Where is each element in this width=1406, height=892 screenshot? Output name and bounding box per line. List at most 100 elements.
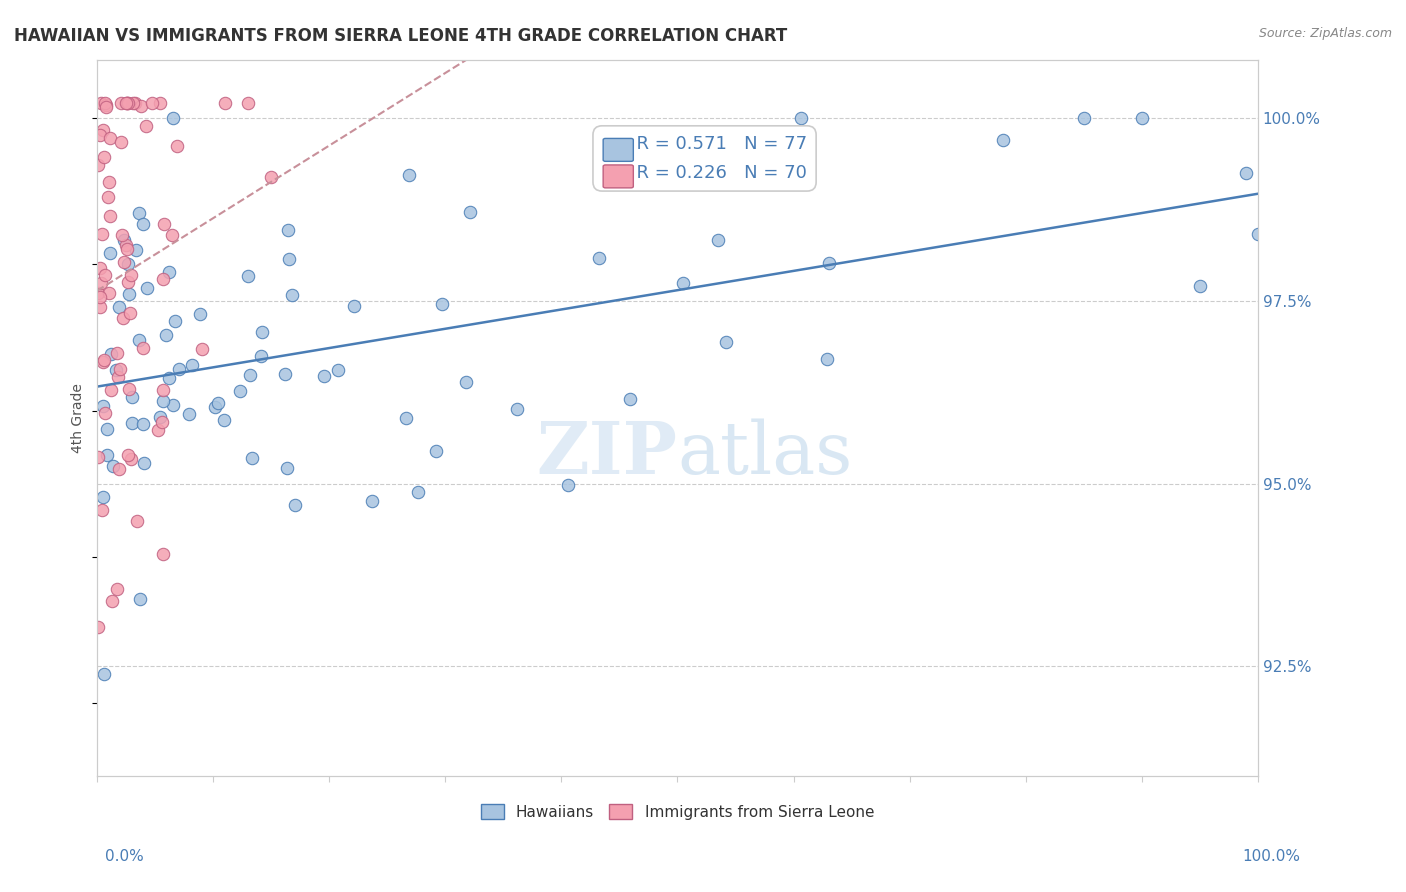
Hawaiians — [181, 359, 204, 373]
Hawaiians — [131, 417, 153, 431]
Hawaiians — [128, 333, 150, 347]
Hawaiians — [506, 401, 529, 416]
Hawaiians — [162, 111, 184, 125]
Immigrants from Sierra Leone — [260, 170, 283, 185]
Hawaiians — [312, 368, 335, 383]
Immigrants from Sierra Leone — [120, 268, 142, 283]
Immigrants from Sierra Leone — [122, 96, 145, 111]
Hawaiians — [105, 362, 128, 376]
Immigrants from Sierra Leone — [153, 217, 176, 231]
Hawaiians — [121, 416, 143, 430]
Immigrants from Sierra Leone — [94, 96, 117, 111]
Immigrants from Sierra Leone — [91, 503, 114, 517]
Hawaiians — [1073, 111, 1095, 125]
Immigrants from Sierra Leone — [118, 382, 141, 396]
Hawaiians — [121, 391, 143, 405]
Hawaiians — [815, 351, 838, 366]
Immigrants from Sierra Leone — [87, 450, 110, 464]
Immigrants from Sierra Leone — [117, 275, 139, 289]
Hawaiians — [343, 299, 366, 313]
Immigrants from Sierra Leone — [125, 514, 148, 528]
Immigrants from Sierra Leone — [146, 423, 169, 437]
Hawaiians — [454, 376, 477, 390]
Immigrants from Sierra Leone — [90, 96, 112, 111]
Hawaiians — [278, 252, 301, 266]
Hawaiians — [672, 276, 695, 290]
Immigrants from Sierra Leone — [150, 415, 173, 429]
FancyBboxPatch shape — [603, 165, 633, 188]
Hawaiians — [179, 407, 201, 421]
Hawaiians — [98, 245, 121, 260]
Hawaiians — [107, 300, 129, 314]
Immigrants from Sierra Leone — [108, 362, 131, 376]
Immigrants from Sierra Leone — [89, 290, 111, 304]
Hawaiians — [165, 314, 187, 328]
Hawaiians — [103, 459, 125, 474]
Hawaiians — [398, 168, 420, 182]
Hawaiians — [1234, 166, 1257, 180]
Hawaiians — [790, 111, 813, 125]
Hawaiians — [326, 363, 349, 377]
Hawaiians — [276, 461, 298, 475]
Immigrants from Sierra Leone — [91, 227, 114, 241]
Immigrants from Sierra Leone — [129, 99, 152, 113]
Immigrants from Sierra Leone — [118, 306, 141, 320]
Text: 100.0%: 100.0% — [1243, 849, 1301, 863]
Hawaiians — [132, 456, 155, 470]
Hawaiians — [229, 384, 252, 398]
Hawaiians — [460, 204, 482, 219]
Immigrants from Sierra Leone — [94, 406, 117, 420]
Hawaiians — [157, 371, 180, 385]
Immigrants from Sierra Leone — [100, 594, 122, 608]
Text: atlas: atlas — [678, 418, 853, 489]
Immigrants from Sierra Leone — [105, 582, 128, 597]
Text: ZIP: ZIP — [537, 418, 678, 489]
Immigrants from Sierra Leone — [110, 96, 132, 111]
Immigrants from Sierra Leone — [93, 352, 115, 367]
Immigrants from Sierra Leone — [98, 130, 121, 145]
Hawaiians — [96, 422, 118, 436]
Immigrants from Sierra Leone — [90, 276, 112, 290]
Hawaiians — [169, 362, 191, 376]
Text: 0.0%: 0.0% — [105, 849, 145, 863]
Immigrants from Sierra Leone — [91, 123, 114, 137]
Hawaiians — [112, 233, 135, 247]
Legend: Hawaiians, Immigrants from Sierra Leone: Hawaiians, Immigrants from Sierra Leone — [475, 797, 880, 826]
Immigrants from Sierra Leone — [115, 96, 138, 111]
Hawaiians — [557, 478, 579, 492]
Hawaiians — [236, 268, 259, 283]
Text: HAWAIIAN VS IMMIGRANTS FROM SIERRA LEONE 4TH GRADE CORRELATION CHART: HAWAIIAN VS IMMIGRANTS FROM SIERRA LEONE… — [14, 27, 787, 45]
Immigrants from Sierra Leone — [166, 139, 188, 153]
Immigrants from Sierra Leone — [152, 272, 174, 286]
Immigrants from Sierra Leone — [111, 227, 134, 242]
Immigrants from Sierra Leone — [214, 96, 236, 111]
Immigrants from Sierra Leone — [141, 96, 163, 111]
Immigrants from Sierra Leone — [111, 310, 134, 325]
Hawaiians — [361, 494, 384, 508]
Immigrants from Sierra Leone — [105, 345, 128, 359]
Hawaiians — [249, 349, 271, 363]
Hawaiians — [207, 396, 229, 410]
Hawaiians — [1130, 111, 1153, 125]
Hawaiians — [132, 217, 155, 231]
Immigrants from Sierra Leone — [117, 96, 139, 111]
Immigrants from Sierra Leone — [115, 96, 138, 111]
Immigrants from Sierra Leone — [97, 190, 120, 204]
Immigrants from Sierra Leone — [236, 96, 259, 111]
Hawaiians — [135, 281, 157, 295]
Hawaiians — [204, 400, 226, 414]
Immigrants from Sierra Leone — [87, 285, 110, 300]
Hawaiians — [157, 265, 180, 279]
Hawaiians — [818, 256, 841, 270]
Immigrants from Sierra Leone — [117, 448, 139, 462]
Hawaiians — [117, 257, 139, 271]
Immigrants from Sierra Leone — [152, 547, 174, 561]
Hawaiians — [277, 223, 299, 237]
Text: Source: ZipAtlas.com: Source: ZipAtlas.com — [1258, 27, 1392, 40]
Hawaiians — [128, 206, 150, 220]
Hawaiians — [152, 394, 174, 409]
Hawaiians — [1247, 227, 1270, 241]
Immigrants from Sierra Leone — [94, 268, 117, 282]
Immigrants from Sierra Leone — [115, 237, 138, 252]
Hawaiians — [425, 443, 447, 458]
